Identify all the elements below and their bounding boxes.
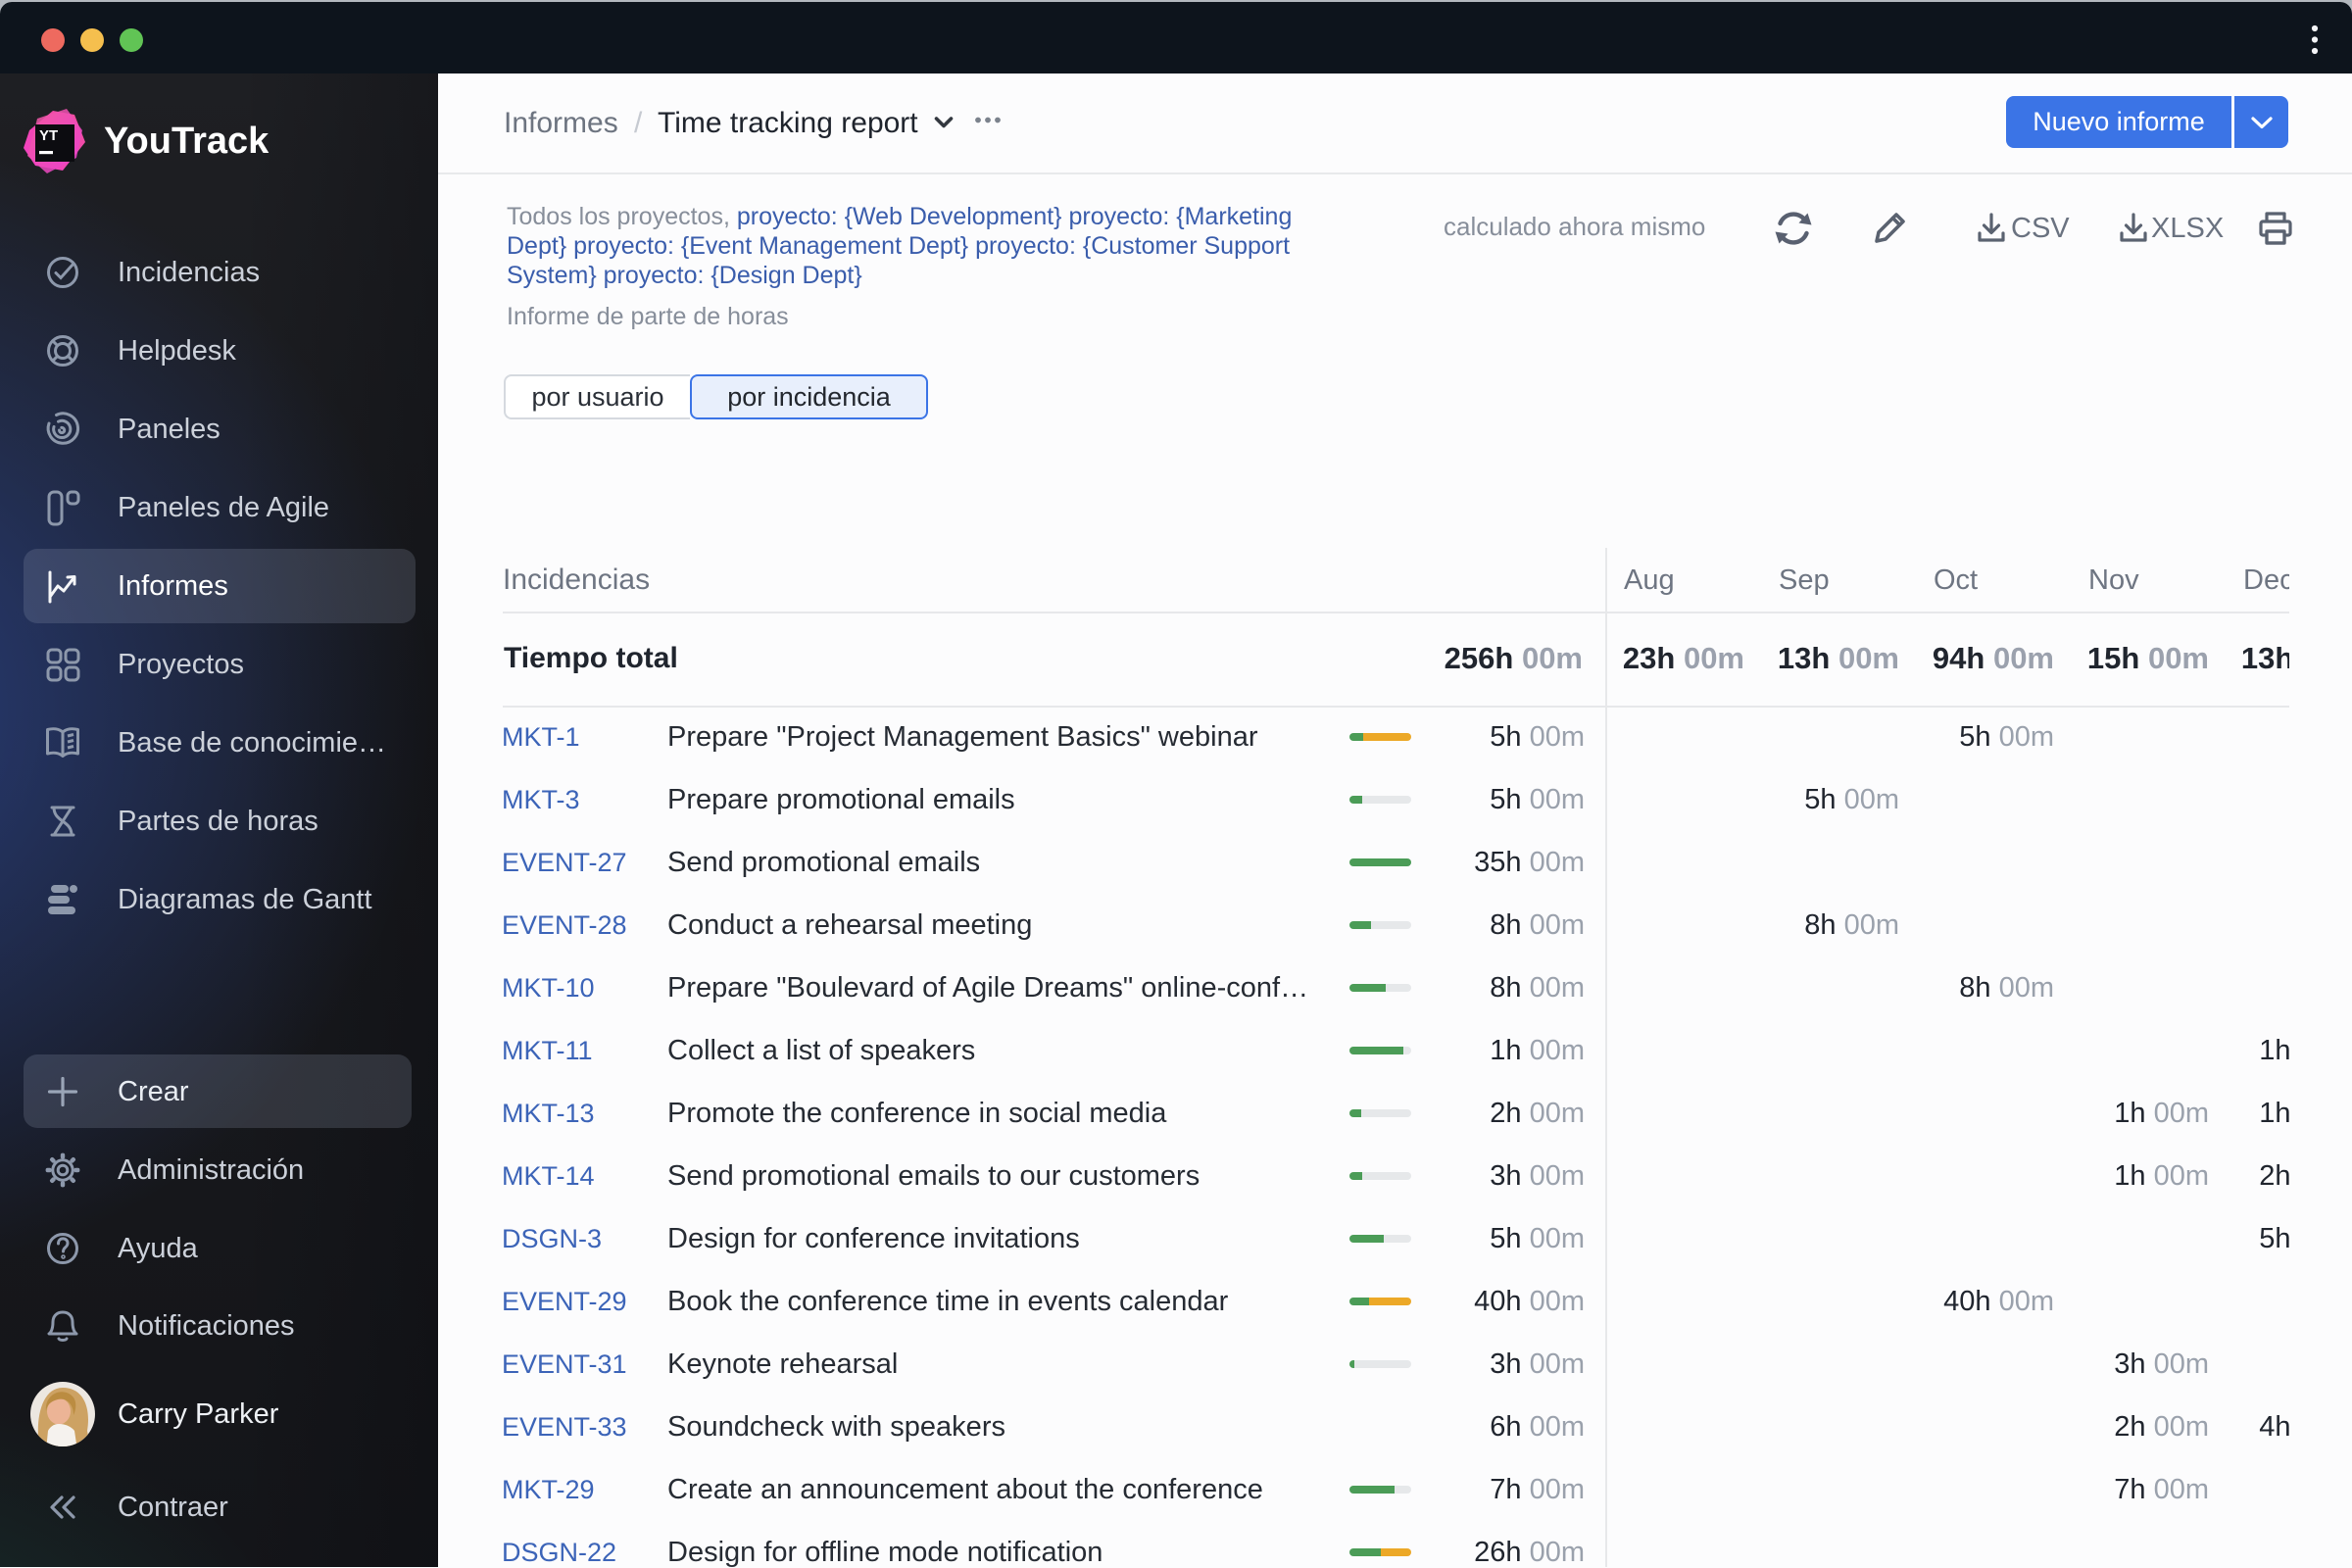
svg-text:YT: YT [39, 127, 58, 144]
